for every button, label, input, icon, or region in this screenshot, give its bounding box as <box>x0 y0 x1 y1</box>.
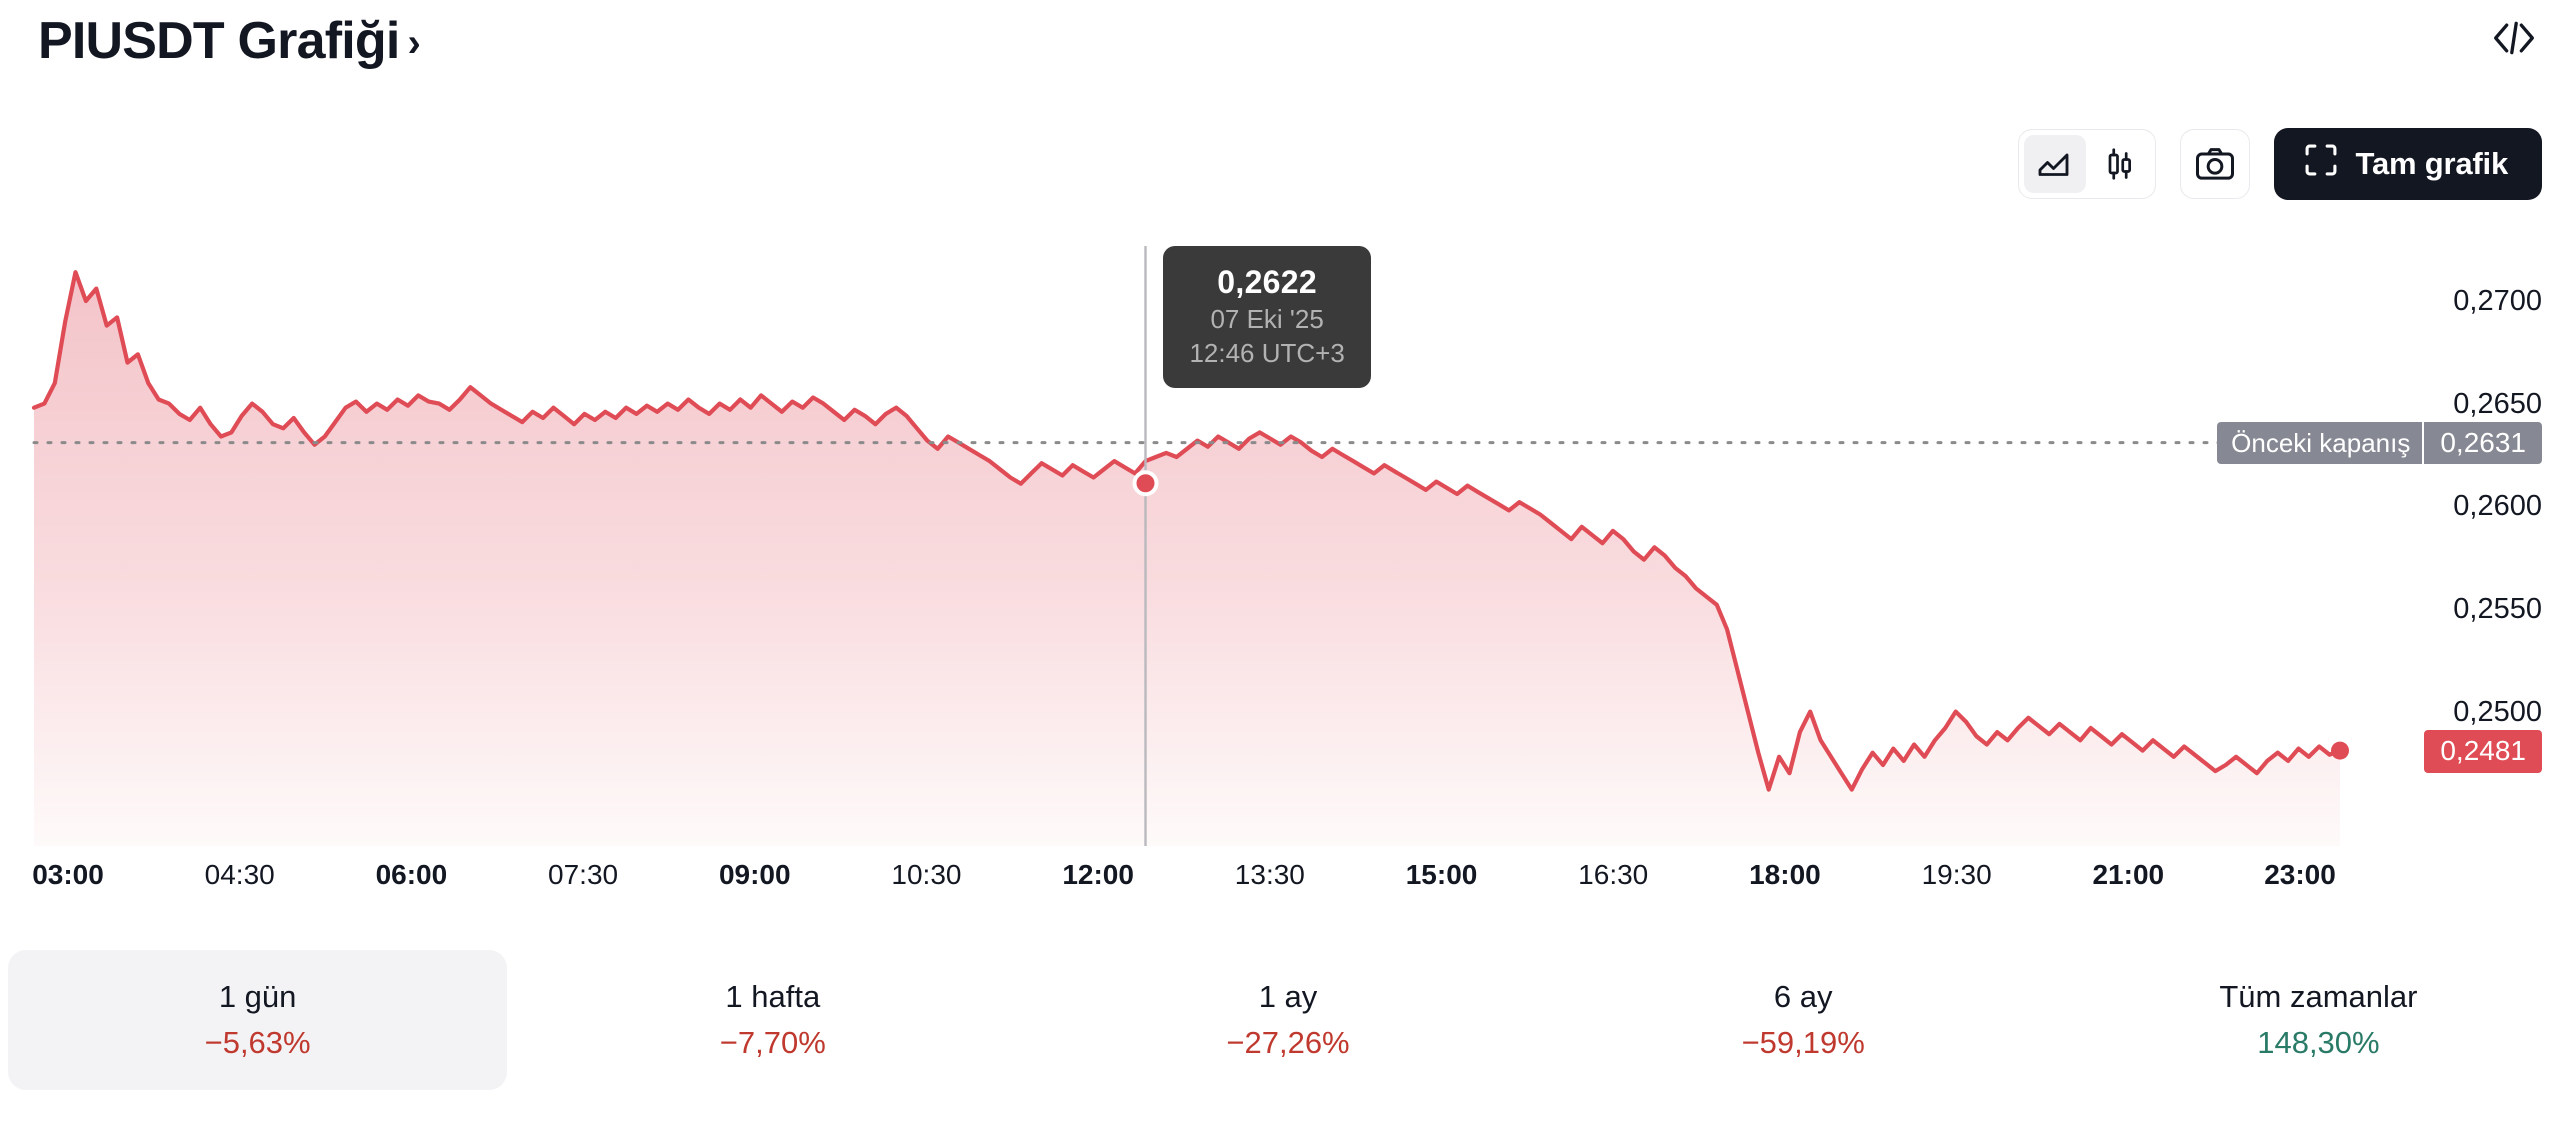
page-title-link[interactable]: PIUSDT Grafiği › <box>38 10 421 72</box>
full-chart-label: Tam grafik <box>2355 146 2509 181</box>
price-tick: 0,2500 <box>2453 695 2542 728</box>
period-change: −5,63% <box>204 1025 311 1060</box>
price-tick: 0,2550 <box>2453 592 2542 625</box>
chart-type-toggle-group <box>2017 129 2156 199</box>
header: PIUSDT Grafiği › <box>0 0 2576 100</box>
period-label: Tüm zamanlar <box>2219 979 2418 1014</box>
tooltip-price: 0,2622 <box>1217 264 1317 300</box>
previous-close-value: 0,2631 <box>2424 421 2542 464</box>
expand-icon <box>2304 143 2338 185</box>
time-tick: 19:30 <box>1921 859 1992 890</box>
period-performance-row: 1 gün −5,63% 1 hafta −7,70% 1 ay −27,26% 6 ay −… <box>0 950 2576 1090</box>
period-tab-2[interactable]: 1 hafta −7,70% <box>523 950 1022 1090</box>
chart-canvas <box>31 246 2349 846</box>
time-tick: 03:00 <box>32 859 104 890</box>
period-label: 1 ay <box>1258 979 1318 1014</box>
time-tick: 06:00 <box>375 859 448 890</box>
last-price-badge: 0,2481 <box>2424 729 2542 773</box>
time-tick: 23:00 <box>2264 859 2336 890</box>
previous-close-label: Önceki kapanış <box>2217 421 2423 464</box>
tooltip-date: 07 Eki '25 <box>1210 304 1324 334</box>
period-change: −59,19% <box>1741 1025 1865 1060</box>
time-tick: 18:00 <box>1749 859 1821 890</box>
period-change: 148,30% <box>2257 1025 2380 1060</box>
time-tick: 12:00 <box>1062 859 1134 890</box>
period-label: 6 ay <box>1773 979 1833 1014</box>
time-tick: 09:00 <box>718 859 791 890</box>
time-tick: 21:00 <box>2092 859 2165 890</box>
period-tab-1[interactable]: 1 gün −5,63% <box>8 950 508 1090</box>
time-tick: 10:30 <box>891 859 962 890</box>
badge-divider <box>2422 421 2425 464</box>
full-chart-button[interactable]: Tam grafik <box>2273 128 2542 200</box>
camera-icon-button[interactable] <box>2179 129 2250 199</box>
period-label: 1 gün <box>218 979 297 1014</box>
tooltip-time: 12:46 UTC+3 <box>1189 338 1345 368</box>
page-title: PIUSDT Grafiği <box>38 12 400 70</box>
period-label: 1 hafta <box>725 979 821 1014</box>
code-icon[interactable] <box>2486 14 2542 62</box>
price-chart[interactable]: 0,2700 0,2650 0,2600 0,2550 0,2500 Önceki ka… <box>0 246 2576 1066</box>
time-tick: 16:30 <box>1578 859 1649 890</box>
time-tick: 07:30 <box>548 859 619 890</box>
area-chart-icon-button[interactable] <box>2023 135 2086 193</box>
time-tick: 15:00 <box>1405 859 1478 890</box>
last-price-marker <box>2331 741 2349 760</box>
period-tab-4[interactable]: 6 ay −59,19% <box>1554 950 2053 1090</box>
hover-tooltip: 0,2622 07 Eki '25 12:46 UTC+3 <box>1163 246 1371 388</box>
hover-point-marker <box>1132 470 1159 497</box>
period-change: −27,26% <box>1226 1025 1350 1060</box>
price-tick: 0,2700 <box>2453 284 2542 317</box>
previous-close-badge: Önceki kapanış 0,2631 <box>2217 421 2542 464</box>
price-axis: 0,2700 0,2650 0,2600 0,2550 0,2500 <box>0 246 2576 846</box>
price-tick: 0,2600 <box>2453 490 2542 523</box>
period-tab-5[interactable]: Tüm zamanlar 148,30% <box>2069 950 2568 1090</box>
price-tick: 0,2650 <box>2453 387 2542 420</box>
candlestick-chart-icon-button[interactable] <box>2088 135 2150 193</box>
chevron-right-icon: › <box>407 20 421 65</box>
chart-line <box>31 270 2343 792</box>
time-tick: 13:30 <box>1234 859 1305 890</box>
chart-toolbar: Tam grafik <box>2017 128 2542 200</box>
time-tick: 04:30 <box>204 859 275 890</box>
period-change: −7,70% <box>719 1025 826 1060</box>
time-axis: 03:00 04:30 06:00 07:30 09:00 10:30 12:00 13:30… <box>0 858 2576 898</box>
period-tab-3[interactable]: 1 ay −27,26% <box>1038 950 1537 1090</box>
